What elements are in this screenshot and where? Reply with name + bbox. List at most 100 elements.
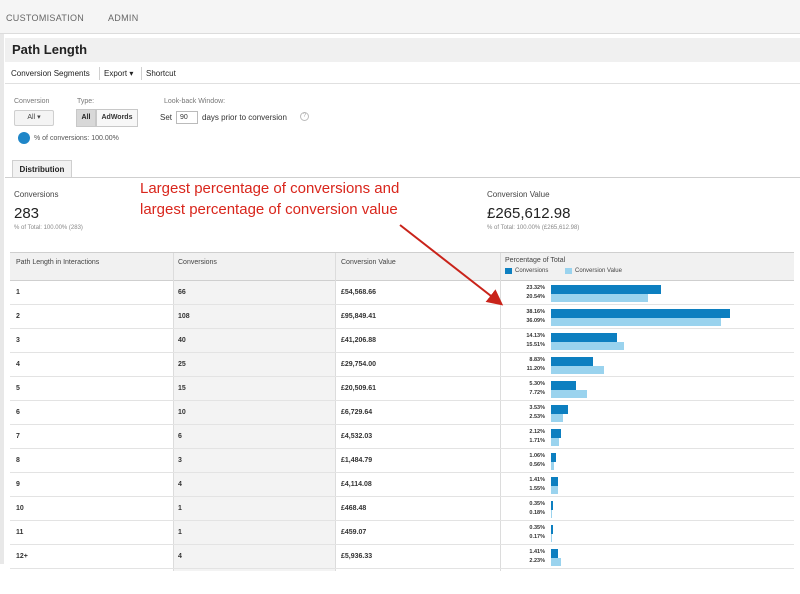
pct-value-label: 7.72% <box>529 390 545 396</box>
lookback-days-input[interactable]: 90 <box>176 111 198 124</box>
pct-value-label: 0.56% <box>529 462 545 468</box>
pct-value-label: 20.54% <box>526 294 545 300</box>
column-divider <box>335 253 336 571</box>
path-length-table: Path Length in Interactions Conversions … <box>10 252 794 571</box>
conversions-cell: 108 <box>178 313 190 320</box>
pct-value-label: 2.53% <box>529 414 545 420</box>
conversions-cell: 1 <box>178 505 182 512</box>
table-row[interactable]: 2 108 £95,849.41 38.16% 36.09% <box>10 305 794 329</box>
conversion-value-bar <box>551 558 562 566</box>
conversion-segments-button[interactable]: Conversion Segments <box>11 69 90 78</box>
pct-conversions-label: 23.32% <box>526 285 545 291</box>
days-prior-text: days prior to conversion <box>202 113 287 122</box>
type-all-button[interactable]: All <box>76 109 96 127</box>
conversion-value-bar <box>551 414 563 422</box>
conversions-bar <box>551 549 558 558</box>
pct-value-label: 0.17% <box>529 534 545 540</box>
legend-conversions-swatch <box>505 268 512 274</box>
conversions-bar <box>551 333 618 342</box>
conversions-bar <box>551 309 731 318</box>
conversions-bar <box>551 525 553 534</box>
header-conversion-value[interactable]: Conversion Value <box>341 259 396 266</box>
conversion-value-cell: £459.07 <box>341 529 367 536</box>
header-percentage[interactable]: Percentage of Total <box>505 257 566 264</box>
conversion-value-cell: £54,568.66 <box>341 289 377 296</box>
annotation-line-1: Largest percentage of conversions and <box>140 180 400 197</box>
table-row[interactable]: 7 6 £4,532.03 2.12% 1.71% <box>10 425 794 449</box>
nav-admin[interactable]: ADMIN <box>108 13 139 23</box>
pct-value-label: 15.51% <box>526 342 545 348</box>
export-button[interactable]: Export ▾ <box>104 69 134 78</box>
pct-conversions-label: 0.35% <box>529 525 545 531</box>
table-row[interactable]: 3 40 £41,206.88 14.13% 15.51% <box>10 329 794 353</box>
table-row[interactable]: 4 25 £29,754.00 8.83% 11.20% <box>10 353 794 377</box>
pct-conversions-label: 5.30% <box>529 381 545 387</box>
header-path-length[interactable]: Path Length in Interactions <box>16 259 100 266</box>
table-row[interactable]: 1 66 £54,568.66 23.32% 20.54% <box>10 281 794 305</box>
pct-conversions-label: 38.16% <box>526 309 545 315</box>
conversion-value-bar <box>551 486 559 494</box>
path-length-cell: 11 <box>16 529 24 536</box>
value-summary-sub: % of Total: 100.00% (£265,612.98) <box>487 225 580 231</box>
conversions-cell: 4 <box>178 553 182 560</box>
conversions-cell: 4 <box>178 481 182 488</box>
table-row[interactable]: 12+ 4 £5,936.33 1.41% 2.23% <box>10 545 794 569</box>
tab-distribution[interactable]: Distribution <box>12 160 72 178</box>
path-length-cell: 9 <box>16 481 20 488</box>
pct-conversions-label: 2.12% <box>529 429 545 435</box>
table-row[interactable]: 6 10 £6,729.64 3.53% 2.53% <box>10 401 794 425</box>
pct-conversions-label: 8.83% <box>529 357 545 363</box>
top-nav: CUSTOMISATION ADMIN <box>0 0 800 34</box>
conversions-cell: 66 <box>178 289 186 296</box>
conversions-cell: 10 <box>178 409 186 416</box>
conversion-value-cell: £468.48 <box>341 505 367 512</box>
pct-value-label: 2.23% <box>529 558 545 564</box>
conversion-value-cell: £4,532.03 <box>341 433 373 440</box>
conversion-value-cell: £6,729.64 <box>341 409 373 416</box>
column-divider <box>500 253 501 571</box>
conversion-value-bar <box>551 534 552 542</box>
report-toolbar: Conversion Segments Export ▾ Shortcut <box>5 64 800 84</box>
conversions-bar <box>551 381 576 390</box>
type-adwords-button[interactable]: AdWords <box>96 109 138 127</box>
help-icon[interactable]: ? <box>300 112 309 121</box>
title-bar: Path Length <box>5 38 800 62</box>
conversion-value-cell: £4,114.08 <box>341 481 372 488</box>
conversions-bar <box>551 357 593 366</box>
annotation-line-2: largest percentage of conversion value <box>140 201 398 218</box>
toolbar-divider <box>141 67 142 80</box>
value-summary-value: £265,612.98 <box>487 205 571 222</box>
conversions-cell: 15 <box>178 385 186 392</box>
value-summary-label: Conversion Value <box>487 190 550 199</box>
table-row[interactable]: 11 1 £459.07 0.35% 0.17% <box>10 521 794 545</box>
pct-conversions-label: 1.06% <box>529 453 545 459</box>
pct-conversions-label: 0.35% <box>529 501 545 507</box>
path-length-cell: 3 <box>16 337 20 344</box>
conversions-summary-sub: % of Total: 100.00% (283) <box>14 225 83 231</box>
conversion-dropdown[interactable]: All ▾ <box>14 110 54 126</box>
lookback-label: Look-back Window: <box>164 98 226 105</box>
path-length-cell: 4 <box>16 361 20 368</box>
conversion-value-cell: £41,206.88 <box>341 337 377 344</box>
annotation-text: Largest percentage of conversions and la… <box>140 178 470 220</box>
legend-conversions-label: Conversions <box>515 268 549 274</box>
table-row[interactable]: 5 15 £20,509.61 5.30% 7.72% <box>10 377 794 401</box>
nav-customisation[interactable]: CUSTOMISATION <box>6 13 85 23</box>
header-conversions[interactable]: Conversions <box>178 259 217 266</box>
type-label: Type: <box>77 98 95 105</box>
legend-value-swatch <box>565 268 572 274</box>
path-length-cell: 5 <box>16 385 20 392</box>
conversion-value-bar <box>551 318 721 326</box>
conversion-value-bar <box>551 438 560 446</box>
conversion-value-bar <box>551 390 588 398</box>
table-row[interactable]: 10 1 £468.48 0.35% 0.18% <box>10 497 794 521</box>
conversions-cell: 6 <box>178 433 182 440</box>
table-row[interactable]: 8 3 £1,484.79 1.06% 0.56% <box>10 449 794 473</box>
table-row[interactable]: 9 4 £4,114.08 1.41% 1.55% <box>10 473 794 497</box>
pct-value-label: 1.71% <box>529 438 545 444</box>
pct-conversions-label: 1.41% <box>529 477 545 483</box>
pct-value-label: 36.09% <box>526 318 545 324</box>
shortcut-button[interactable]: Shortcut <box>146 69 176 78</box>
path-length-cell: 7 <box>16 433 20 440</box>
conversion-value-bar <box>551 342 624 350</box>
